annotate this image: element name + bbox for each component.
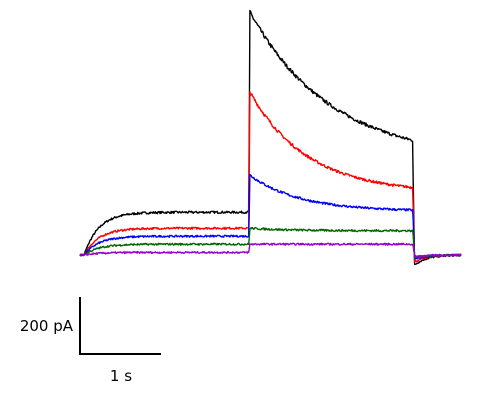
trace-series-2 <box>79 91 462 263</box>
scale-bar-y-label: 200 pA <box>20 317 74 335</box>
trace-series-5 <box>79 242 462 258</box>
trace-series-4 <box>79 226 462 260</box>
trace-group <box>79 9 462 265</box>
trace-series-3 <box>79 173 462 260</box>
scale-bar: 200 pA 1 s <box>20 297 161 385</box>
scale-bar-x-label: 1 s <box>110 367 132 385</box>
trace-series-1 <box>79 9 462 265</box>
